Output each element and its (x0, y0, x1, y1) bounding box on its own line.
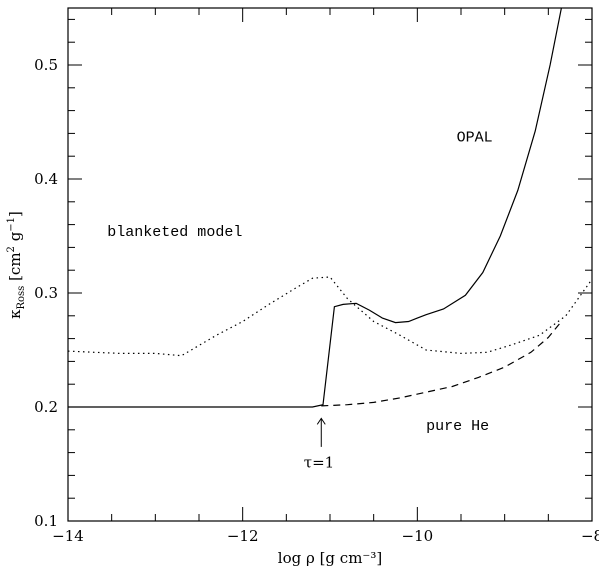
y-axis-title: κRoss [cm2 g−1] (6, 211, 27, 319)
series-blanketed-model-line (67, 276, 593, 357)
x-axis-title: log ρ [g cm⁻³] (278, 549, 382, 567)
x-tick-label: −8 (581, 527, 599, 545)
chart-annotations: OPAL blanketed model pure He τ=1 (107, 129, 492, 471)
x-tick-label: −14 (52, 527, 84, 545)
axis-ticks: −14 −12 −10 −8 0.1 0.2 0.3 0.4 0.5 (34, 8, 599, 545)
series-pure-he-line (321, 321, 562, 407)
y-tick-label: 0.2 (34, 398, 58, 416)
series-lines (67, 7, 593, 408)
annotation-opal: OPAL (457, 129, 493, 146)
annotation-tau-1: τ=1 (304, 453, 334, 471)
series-opal-line (68, 7, 562, 408)
plot-frame (67, 7, 593, 522)
x-tick-label: −10 (402, 527, 434, 545)
tau-arrow-head (316, 417, 326, 425)
annotation-pure-he: pure He (426, 418, 489, 435)
y-tick-label: 0.3 (34, 284, 58, 302)
x-tick-label: −12 (227, 527, 259, 545)
y-tick-label: 0.5 (34, 56, 58, 74)
annotation-blanketed-model: blanketed model (107, 224, 242, 241)
y-tick-label: 0.1 (34, 512, 58, 530)
y-tick-label: 0.4 (34, 170, 58, 188)
svg-text:κRoss [cm2 g−1]: κRoss [cm2 g−1] (6, 211, 27, 319)
